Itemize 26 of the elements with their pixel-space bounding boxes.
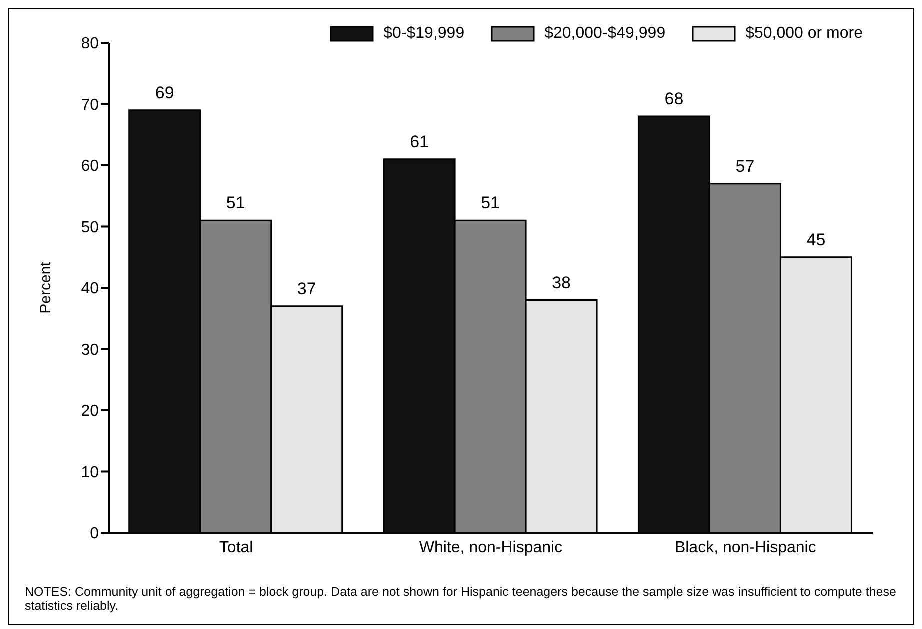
text: NOTES: Community unit of aggregation = block group. Data are not shown for Hispanic teenagers because the sample size was insufficient to compute these statistics reliably. [25,585,897,614]
y-tick-label: 50 [81,219,100,236]
legend-label: $20,000-$49,999 [544,25,666,43]
legend-label: $50,000 or more [746,25,863,43]
y-tick-label: 0 [90,526,100,543]
data-label: 57 [736,156,755,176]
data-label: 38 [552,273,571,292]
data-label: 37 [297,279,316,298]
y-tick-label: 30 [81,342,100,359]
data-label: 68 [664,90,684,108]
data-label: 69 [155,83,174,102]
y-axis-title: Percent [37,261,54,314]
y-tick-label: 10 [81,464,100,482]
legend-label: $0-$19,999 [384,25,465,43]
data-label: 51 [226,194,246,213]
data-label: 51 [481,194,500,213]
data-label: 61 [410,132,429,152]
x-tick-label: Black, non-Hispanic [674,539,816,556]
y-tick-label: 70 [81,96,100,114]
y-tick-label: 60 [81,158,100,176]
x-tick-label: Total [219,539,254,556]
x-tick-label: White, non-Hispanic [419,539,563,556]
data-label: 45 [806,230,826,250]
y-tick-label: 40 [81,280,100,298]
y-tick-label: 80 [81,36,100,53]
y-tick-label: 20 [81,403,100,420]
